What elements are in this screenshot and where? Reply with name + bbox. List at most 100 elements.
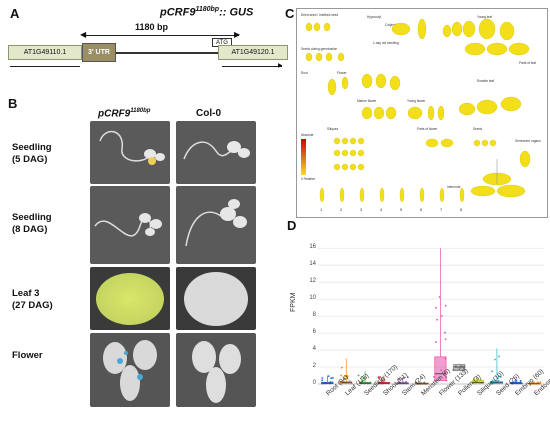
data-point xyxy=(343,378,345,381)
efp-organs xyxy=(305,18,531,203)
label-germination: Seeds during germination xyxy=(301,47,338,51)
data-point xyxy=(443,331,446,334)
y-tick-label: 2 xyxy=(312,363,316,370)
right-locus-box: AT1G49120.1 xyxy=(218,45,288,60)
data-point xyxy=(321,379,324,382)
label-young-flower: Young flower xyxy=(407,99,426,103)
silique-number: 6 xyxy=(420,207,423,212)
arrow-right-icon: ▶ xyxy=(234,30,241,39)
data-point xyxy=(519,379,522,382)
label-mature-flower: Mature flower xyxy=(357,99,377,103)
flower-image xyxy=(103,340,157,401)
direction-arrow-icon: ▶ xyxy=(278,63,283,69)
leaf-image xyxy=(184,272,248,326)
box xyxy=(453,364,466,371)
label-dry-seed: Dried seed / Imbibed seed xyxy=(301,13,339,17)
data-point xyxy=(338,381,341,384)
left-direction-line xyxy=(10,66,80,67)
data-point xyxy=(498,355,501,358)
gene-line xyxy=(8,52,288,54)
data-point xyxy=(380,378,383,380)
efp-browser-frame: Dried seed / Imbibed seed Seeds during g… xyxy=(296,8,548,218)
data-point xyxy=(539,381,542,384)
panel-c-letter: C xyxy=(285,6,295,21)
photo-col0-leaf3 xyxy=(176,267,256,330)
silique-number: 4 xyxy=(380,207,383,212)
panel-b-letter: B xyxy=(8,96,18,111)
label-young-leaf: Young leaf xyxy=(477,15,492,19)
label-siliques: Siliques xyxy=(327,127,339,131)
label-internode: Internode xyxy=(447,185,461,189)
data-point xyxy=(327,375,330,378)
data-point xyxy=(330,377,333,380)
data-point xyxy=(444,338,447,341)
y-tick-label: 14 xyxy=(309,261,316,268)
seedling-image xyxy=(183,141,250,160)
data-point xyxy=(381,380,383,382)
length-label: 1180 bp xyxy=(135,22,169,32)
photo-col0-flower xyxy=(176,333,256,407)
data-point xyxy=(440,315,443,317)
data-point xyxy=(435,306,437,309)
seedling-image xyxy=(94,213,162,237)
data-point xyxy=(433,376,435,378)
y-tick-label: 6 xyxy=(312,329,316,336)
data-point xyxy=(532,381,535,384)
photo-col0-seedling-8dag xyxy=(176,186,256,264)
label-hypocotyl: Hypocotyl xyxy=(367,15,381,19)
color-scale xyxy=(301,139,306,175)
label-flower: Flower xyxy=(337,71,347,75)
data-point xyxy=(497,375,500,378)
data-point xyxy=(360,376,363,378)
data-point xyxy=(491,379,494,382)
box xyxy=(434,356,447,381)
photo-pcrf9-seedling-5dag xyxy=(90,121,170,184)
silique-number: 3 xyxy=(360,207,363,212)
data-point xyxy=(346,374,349,377)
data-point xyxy=(321,377,324,379)
photo-col0-seedling-5dag xyxy=(176,121,256,184)
data-point xyxy=(499,376,502,378)
panel-d-letter: D xyxy=(287,218,297,233)
leaf-image xyxy=(96,273,164,325)
data-point xyxy=(340,366,343,369)
panel-a-title: pCRF91180bp:: GUS xyxy=(160,6,254,19)
length-arrow xyxy=(83,35,239,36)
row-label-seedling-5: Seedling (5 DAG) xyxy=(12,142,52,165)
label-seedling: 1-day old seedling xyxy=(373,41,399,45)
data-point xyxy=(444,304,447,307)
data-point xyxy=(436,318,439,321)
y-tick-label: 16 xyxy=(309,244,316,251)
photo-pcrf9-flower xyxy=(90,333,170,407)
row-label-leaf3: Leaf 3 (27 DAG) xyxy=(12,288,53,311)
utr-box: 3' UTR xyxy=(82,43,116,62)
data-point xyxy=(357,374,360,377)
arrow-left-icon: ◀ xyxy=(80,30,87,39)
fpkm-chart xyxy=(318,240,544,390)
right-direction-line xyxy=(222,66,282,67)
plot-background xyxy=(318,240,544,390)
label-rosette: Rosette leaf xyxy=(477,79,495,83)
data-point xyxy=(360,380,363,383)
row-label-seedling-8: Seedling (8 DAG) xyxy=(12,212,52,235)
seedling-image xyxy=(99,130,165,165)
silique-number: 7 xyxy=(440,207,443,212)
label-cotyledon: Cotyledon xyxy=(385,23,400,27)
label-parts-leaf: Parts of leaf xyxy=(519,61,537,65)
data-point xyxy=(378,377,380,380)
data-point xyxy=(405,380,407,383)
data-point xyxy=(494,358,496,361)
silique-number: 8 xyxy=(460,207,463,212)
y-tick-label: 4 xyxy=(312,346,316,353)
data-point xyxy=(379,376,382,378)
data-point xyxy=(362,377,365,380)
data-point xyxy=(344,375,346,378)
label-parts-flower: Parts of flower xyxy=(417,127,438,131)
seedling-image xyxy=(185,199,247,247)
photo-pcrf9-seedling-8dag xyxy=(90,186,170,264)
y-axis-label: FPKM xyxy=(290,292,297,312)
data-point xyxy=(494,379,497,382)
label-scale-min: 0 Relative xyxy=(301,177,316,181)
y-tick-label: 12 xyxy=(309,278,316,285)
column-label-pcrf9: pCRF91180bp xyxy=(98,108,151,120)
